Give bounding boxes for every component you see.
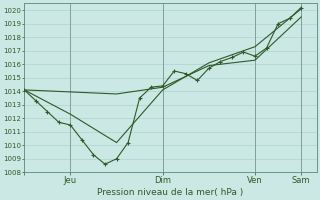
X-axis label: Pression niveau de la mer( hPa ): Pression niveau de la mer( hPa ): [97, 188, 244, 197]
